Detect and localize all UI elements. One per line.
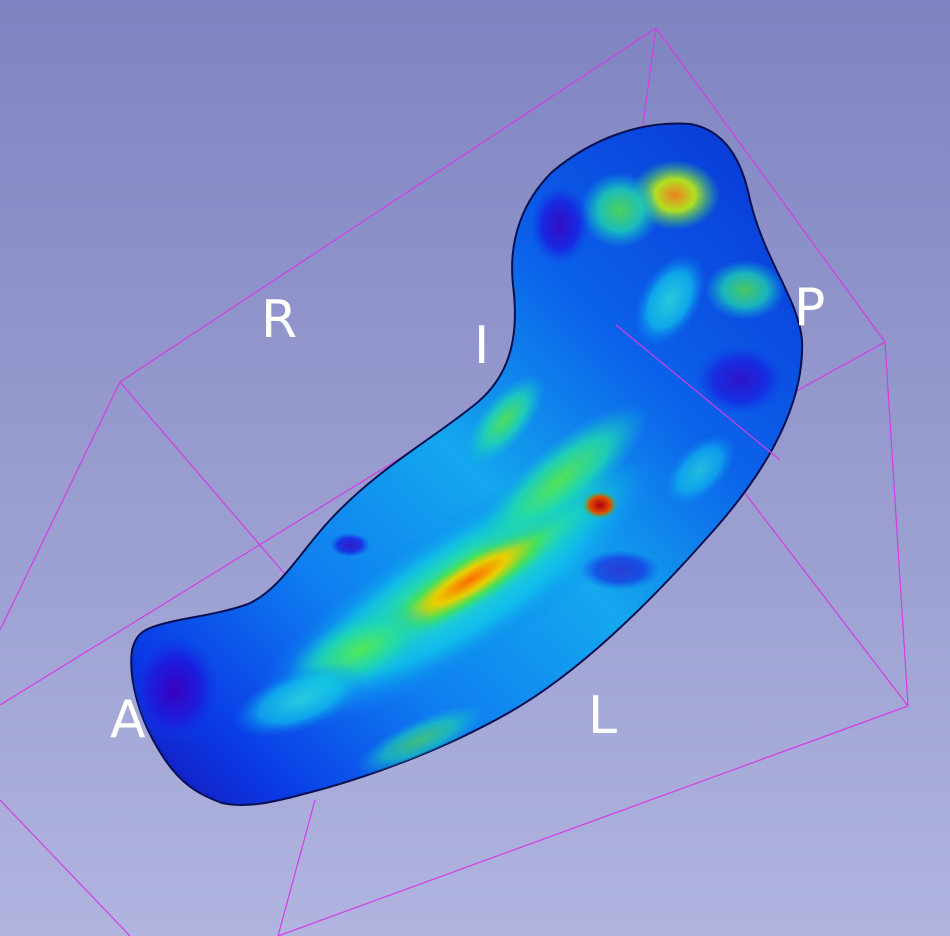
orientation-label-right: R — [261, 290, 298, 350]
bounding-box-front — [615, 324, 781, 461]
orientation-label-posterior: P — [794, 278, 826, 338]
orientation-label-left: L — [588, 686, 617, 746]
orientation-label-inferior: I — [474, 316, 490, 376]
curved-surface-model[interactable] — [130, 122, 804, 806]
orientation-label-anterior: A — [110, 690, 146, 750]
